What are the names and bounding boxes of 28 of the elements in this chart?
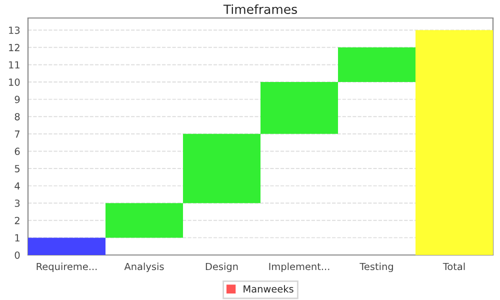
y-tick-label: 13 bbox=[9, 26, 20, 34]
y-tick-label: 4 bbox=[14, 182, 20, 190]
x-tick-label: Total bbox=[442, 262, 465, 270]
y-tick-label: 2 bbox=[14, 216, 20, 224]
text: Manweeks bbox=[244, 285, 294, 293]
y-tick-label: 8 bbox=[14, 113, 20, 120]
chart-title: Timeframes bbox=[223, 4, 297, 14]
y-tick-label: 11 bbox=[9, 61, 20, 68]
y-tick-label: 10 bbox=[9, 78, 20, 86]
y-tick-label: 3 bbox=[14, 200, 20, 207]
bar bbox=[338, 47, 416, 82]
x-tick-label: Requireme... bbox=[36, 262, 97, 272]
y-tick-label: 5 bbox=[14, 165, 20, 172]
bar bbox=[106, 203, 183, 238]
y-tick-label: 1 bbox=[15, 234, 20, 242]
y-tick-label: 0 bbox=[14, 251, 20, 259]
bar bbox=[416, 30, 493, 255]
x-tick-label: Analysis bbox=[124, 262, 164, 272]
x-tick-label: Testing bbox=[360, 262, 393, 272]
x-tick-label: Implement... bbox=[269, 262, 330, 272]
x-tick-label: Design bbox=[206, 262, 238, 272]
bar bbox=[260, 82, 338, 134]
bar bbox=[183, 134, 260, 204]
y-tick-label: 7 bbox=[14, 130, 20, 138]
y-tick-label: 12 bbox=[9, 44, 20, 52]
bar bbox=[28, 238, 106, 255]
y-tick-label: 6 bbox=[14, 148, 20, 156]
y-tick-label: 9 bbox=[14, 96, 20, 104]
